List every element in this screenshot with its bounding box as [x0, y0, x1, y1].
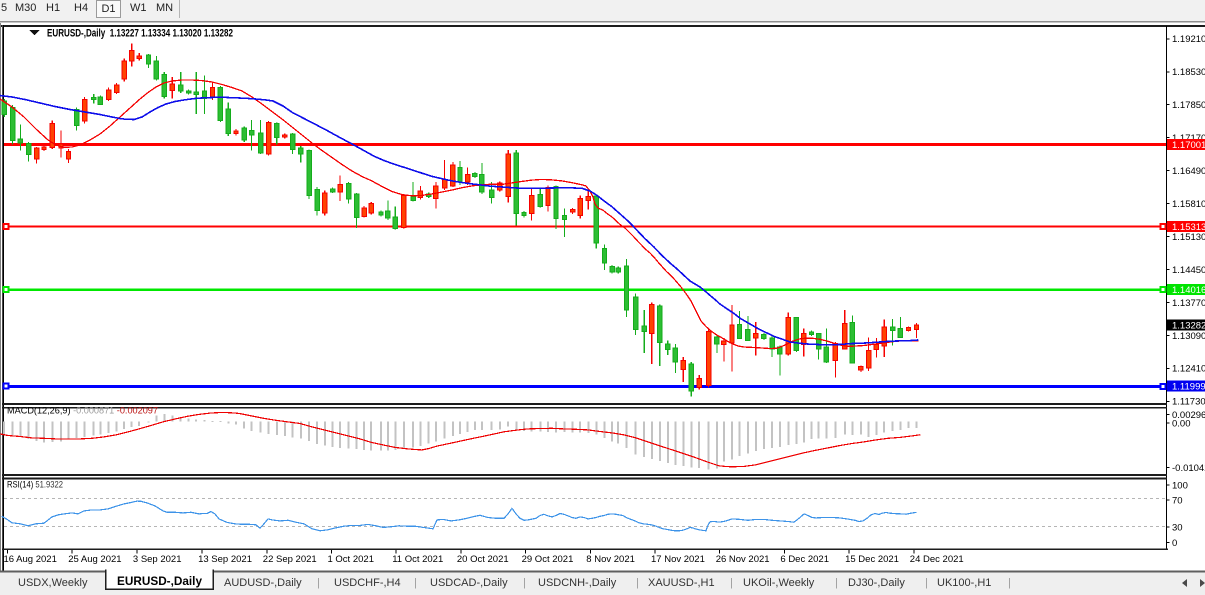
svg-text:25 Aug 2021: 25 Aug 2021	[68, 554, 121, 565]
svg-text:0.002966: 0.002966	[1172, 410, 1205, 421]
svg-text:1.13282: 1.13282	[1172, 321, 1205, 332]
svg-text:70: 70	[1172, 495, 1183, 506]
svg-text:15 Dec 2021: 15 Dec 2021	[845, 554, 899, 565]
svg-text:29 Oct 2021: 29 Oct 2021	[522, 554, 574, 565]
svg-text:100: 100	[1172, 480, 1188, 491]
svg-text:1.15810: 1.15810	[1172, 199, 1205, 210]
svg-text:8 Nov 2021: 8 Nov 2021	[586, 554, 635, 565]
svg-text:3 Sep 2021: 3 Sep 2021	[133, 554, 182, 565]
svg-text:24 Dec 2021: 24 Dec 2021	[910, 554, 964, 565]
svg-text:17 Nov 2021: 17 Nov 2021	[651, 554, 705, 565]
svg-text:1.12410: 1.12410	[1172, 364, 1205, 375]
svg-text:26 Nov 2021: 26 Nov 2021	[716, 554, 770, 565]
svg-text:13 Sep 2021: 13 Sep 2021	[198, 554, 252, 565]
svg-text:1.17001: 1.17001	[1172, 140, 1205, 151]
svg-text:1.13770: 1.13770	[1172, 298, 1205, 309]
svg-text:30: 30	[1172, 522, 1183, 533]
svg-text:1.13090: 1.13090	[1172, 331, 1205, 342]
svg-text:0.00: 0.00	[1172, 418, 1191, 429]
svg-text:11 Oct 2021: 11 Oct 2021	[392, 554, 443, 565]
svg-text:EURUSD-,Daily: EURUSD-,Daily	[117, 574, 202, 588]
svg-text:RSI(14) 51.9322: RSI(14) 51.9322	[7, 480, 63, 491]
svg-text:EURUSD-,Daily 1.13227 1.13334: EURUSD-,Daily 1.13227 1.13334 1.13020 1.…	[47, 28, 233, 40]
svg-text:0: 0	[1172, 538, 1177, 549]
svg-text:1.15130: 1.15130	[1172, 232, 1205, 243]
svg-text:1.19210: 1.19210	[1172, 34, 1205, 45]
svg-text:16 Aug 2021: 16 Aug 2021	[4, 554, 57, 565]
svg-text:1.17170: 1.17170	[1172, 133, 1205, 144]
svg-text:1 Oct 2021: 1 Oct 2021	[328, 554, 374, 565]
svg-text:1.17850: 1.17850	[1172, 100, 1205, 111]
svg-text:1.11999: 1.11999	[1172, 382, 1205, 393]
svg-text:1.11730: 1.11730	[1172, 397, 1205, 408]
svg-text:1.16490: 1.16490	[1172, 166, 1205, 177]
svg-text:-0.01042: -0.01042	[1172, 463, 1205, 474]
svg-text:1.18530: 1.18530	[1172, 67, 1205, 78]
svg-text:1.14016: 1.14016	[1172, 285, 1205, 296]
svg-text:20 Oct 2021: 20 Oct 2021	[457, 554, 509, 565]
svg-text:1.14450: 1.14450	[1172, 265, 1205, 276]
svg-text:6 Dec 2021: 6 Dec 2021	[780, 554, 829, 565]
svg-text:1.15313: 1.15313	[1172, 222, 1205, 233]
svg-text:MACD(12,26,9) -0.000871 -0.002: MACD(12,26,9) -0.000871 -0.002097	[7, 406, 158, 417]
svg-text:22 Sep 2021: 22 Sep 2021	[263, 554, 317, 565]
